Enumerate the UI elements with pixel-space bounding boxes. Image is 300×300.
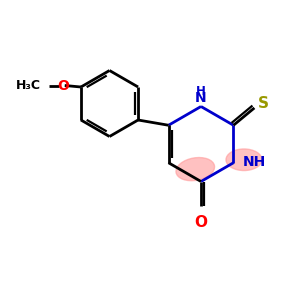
Text: H: H xyxy=(196,85,206,98)
Text: NH: NH xyxy=(242,155,266,169)
Ellipse shape xyxy=(226,149,262,170)
Text: N: N xyxy=(195,91,207,105)
Text: S: S xyxy=(258,96,269,111)
Text: H₃C: H₃C xyxy=(16,79,41,92)
Ellipse shape xyxy=(176,158,214,181)
Text: O: O xyxy=(194,215,208,230)
Text: O: O xyxy=(58,79,70,92)
